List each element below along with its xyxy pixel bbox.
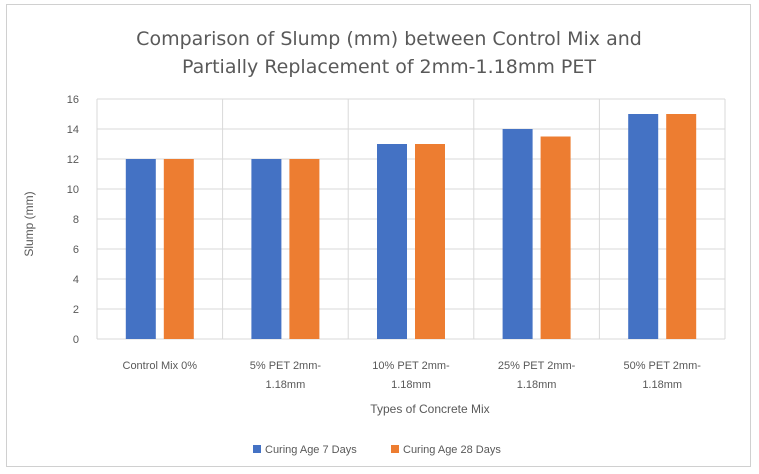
legend-swatch: [253, 445, 261, 453]
y-tick-label: 6: [73, 244, 79, 256]
y-tick-label: 12: [67, 154, 79, 166]
gridlines: [96, 98, 726, 340]
x-axis-ticks: Control Mix 0% 5% PET 2mm- 1.18mm 10% PET 2…: [123, 360, 702, 391]
bar-curing-7-days: [251, 159, 282, 339]
bar-curing-7-days: [125, 159, 156, 339]
chart-frame: Comparison of Slump (mm) between Control…: [6, 4, 751, 467]
bar-curing-28-days: [289, 159, 320, 339]
x-tick-label: 10% PET 2mm-: [372, 360, 450, 372]
bar-curing-28-days: [666, 114, 697, 339]
y-tick-label: 8: [73, 214, 79, 226]
legend-swatch: [391, 445, 399, 453]
x-tick-label: 50% PET 2mm-: [623, 360, 701, 372]
x-tick-label: 1.18mm: [517, 379, 557, 391]
legend-label: Curing Age 7 Days: [265, 444, 357, 456]
x-tick-label: 25% PET 2mm-: [498, 360, 576, 372]
y-axis-ticks: 0 2 4 6 8 10 12 14 16: [67, 94, 79, 346]
bars: [125, 114, 697, 339]
x-tick-label: 1.18mm: [642, 379, 682, 391]
bar-curing-28-days: [415, 144, 445, 339]
bar-curing-7-days: [502, 129, 533, 339]
bar-curing-28-days: [540, 136, 571, 339]
legend: Curing Age 7 Days Curing Age 28 Days: [253, 444, 501, 456]
y-tick-label: 16: [67, 94, 79, 106]
bar-curing-7-days: [628, 114, 659, 339]
y-tick-label: 4: [73, 274, 79, 286]
y-tick-label: 10: [67, 184, 79, 196]
x-tick-label: Control Mix 0%: [123, 360, 198, 372]
y-tick-label: 0: [73, 334, 79, 346]
x-tick-label: 1.18mm: [266, 379, 306, 391]
bar-chart: Comparison of Slump (mm) between Control…: [22, 28, 726, 456]
y-tick-label: 2: [73, 304, 79, 316]
x-tick-label: 5% PET 2mm-: [250, 360, 322, 372]
bar-curing-7-days: [377, 144, 407, 339]
chart-title-line-2: Partially Replacement of 2mm-1.18mm PET: [182, 56, 596, 78]
chart-title: Comparison of Slump (mm) between Control…: [136, 28, 642, 78]
x-tick-label: 1.18mm: [391, 379, 431, 391]
y-axis-title: Slump (mm): [22, 191, 36, 256]
chart-title-line-1: Comparison of Slump (mm) between Control…: [136, 28, 642, 50]
legend-label: Curing Age 28 Days: [403, 444, 501, 456]
bar-curing-28-days: [163, 159, 194, 339]
x-axis-title: Types of Concrete Mix: [370, 402, 489, 416]
y-tick-label: 14: [67, 124, 79, 136]
